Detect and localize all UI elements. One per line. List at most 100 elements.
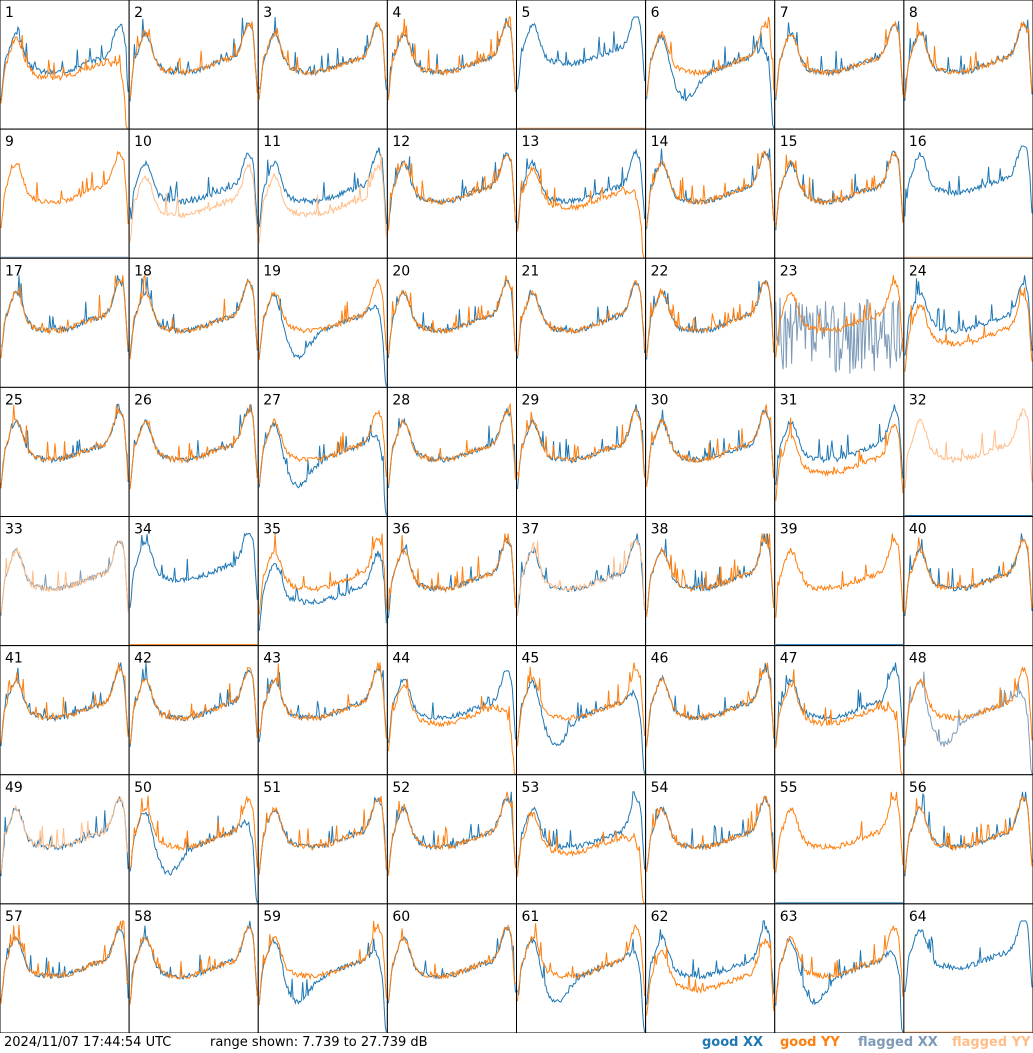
series-yy — [129, 162, 258, 243]
series-yy — [775, 151, 904, 228]
series-yy — [904, 20, 1033, 99]
panel-8: 8 — [903, 0, 1033, 130]
range-label: range shown: 7.739 to 27.739 dB — [210, 1035, 428, 1050]
panel-7: 7 — [774, 0, 905, 130]
panel-20: 20 — [386, 257, 517, 388]
panel-frame — [645, 257, 776, 388]
series-yy — [387, 791, 516, 876]
panel-9: 9 — [0, 128, 130, 259]
series-yy — [904, 666, 1033, 744]
series-xx — [646, 148, 775, 230]
series-xx — [387, 670, 516, 743]
panel-frame — [903, 386, 1033, 517]
panel-label: 44 — [392, 651, 410, 667]
legend-flagged-yy: flagged YY — [952, 1035, 1031, 1050]
panel-46: 46 — [645, 645, 776, 776]
series-yy — [775, 417, 904, 502]
series-yy — [517, 662, 646, 747]
panel-label: 6 — [651, 5, 660, 21]
panel-41: 41 — [0, 645, 130, 776]
panel-label: 9 — [5, 134, 14, 150]
series-yy — [775, 669, 903, 775]
series-yy — [129, 273, 258, 360]
panel-frame — [257, 774, 388, 905]
series-xx — [517, 16, 646, 90]
series-xx — [258, 550, 387, 631]
series-yy — [387, 275, 516, 356]
series-yy — [258, 920, 387, 1006]
panel-frame — [516, 774, 647, 905]
panel-frame — [903, 516, 1033, 647]
series-xx — [775, 662, 904, 746]
series-xx — [775, 404, 904, 486]
panel-label: 8 — [909, 5, 918, 21]
panel-label: 3 — [263, 5, 272, 21]
series-xx — [904, 920, 1033, 993]
panel-label: 31 — [780, 392, 798, 408]
series-yy — [0, 275, 129, 359]
panel-31: 31 — [774, 386, 905, 517]
panel-label: 37 — [522, 522, 540, 538]
series-yy — [129, 21, 258, 99]
panel-label: 20 — [392, 263, 410, 279]
panel-23: 23 — [774, 257, 905, 388]
panel-frame — [645, 128, 776, 259]
series-yy — [646, 795, 775, 872]
panel-frame — [386, 645, 517, 776]
panel-12: 12 — [386, 128, 517, 259]
panel-frame — [903, 774, 1033, 905]
panel-label: 7 — [780, 5, 789, 21]
panel-label: 18 — [134, 263, 152, 279]
panel-15: 15 — [774, 128, 905, 259]
panel-frame — [128, 386, 259, 517]
panel-label: 49 — [5, 780, 23, 796]
series-yy — [775, 533, 904, 618]
panel-30: 30 — [645, 386, 776, 517]
panel-label: 61 — [522, 909, 540, 925]
panel-frame — [516, 128, 647, 259]
series-yy — [0, 34, 129, 129]
panel-62: 62 — [645, 903, 776, 1033]
panel-42: 42 — [128, 645, 259, 776]
panel-label: 48 — [909, 651, 927, 667]
panel-24: 24 — [903, 257, 1033, 388]
panel-label: 15 — [780, 134, 798, 150]
panel-label: 58 — [134, 909, 152, 925]
panel-28: 28 — [386, 386, 517, 517]
panel-54: 54 — [645, 774, 776, 905]
panel-label: 16 — [909, 134, 927, 150]
panel-label: 12 — [392, 134, 410, 150]
timestamp: 2024/11/07 17:44:54 UTC — [4, 1035, 172, 1050]
panel-11: 11 — [257, 128, 388, 259]
panel-frame — [645, 774, 776, 905]
panel-label: 45 — [522, 651, 540, 667]
panel-label: 56 — [909, 780, 927, 796]
series-xx — [517, 791, 646, 874]
series-yy — [129, 404, 258, 490]
panel-frame — [386, 0, 517, 130]
legend-good-xx: good XX — [702, 1035, 763, 1050]
panel-label: 23 — [780, 263, 798, 279]
panel-label: 10 — [134, 134, 152, 150]
panel-19: 19 — [257, 257, 388, 388]
panel-49: 49 — [0, 774, 130, 905]
panel-label: 53 — [522, 780, 540, 796]
panel-26: 26 — [128, 386, 259, 517]
panel-frame — [0, 128, 130, 259]
panel-frame — [0, 0, 130, 130]
series-yy — [258, 21, 387, 100]
panel-label: 38 — [651, 522, 669, 538]
panel-label: 17 — [5, 263, 23, 279]
panel-frame — [774, 0, 905, 130]
panel-frame — [774, 516, 905, 647]
panel-38: 38 — [645, 516, 776, 647]
panel-label: 25 — [5, 392, 23, 408]
series-yy — [904, 408, 1033, 489]
panel-6: 6 — [645, 0, 776, 130]
legend-good-xx-word: good — [702, 1035, 739, 1050]
panel-label: 42 — [134, 651, 152, 667]
panel-frame — [257, 516, 388, 647]
panel-51: 51 — [257, 774, 388, 905]
panel-frame — [774, 903, 905, 1033]
